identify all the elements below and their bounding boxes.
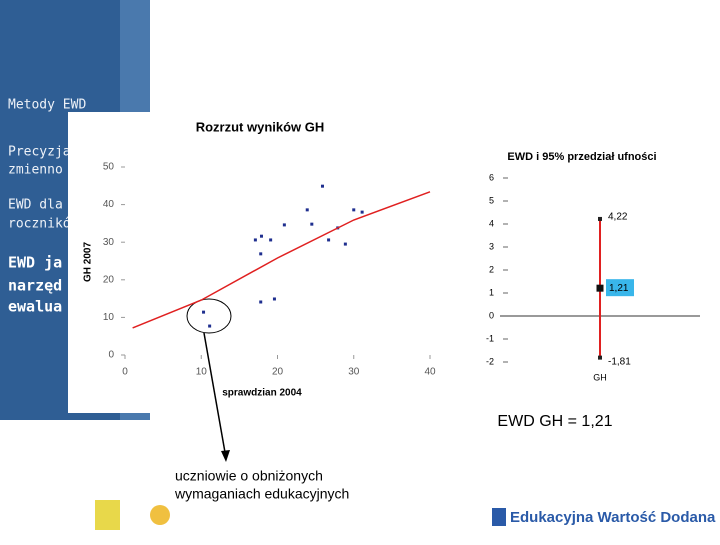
point xyxy=(360,210,364,214)
upper-marker xyxy=(598,216,602,221)
y-tick-label: -2 xyxy=(486,356,494,366)
chart-title: EWD i 95% przedział ufności xyxy=(507,151,656,163)
y-tick-label: 30 xyxy=(103,237,115,248)
point xyxy=(272,297,276,301)
y-tick-label: 10 xyxy=(103,312,115,323)
value-label-box xyxy=(606,279,634,297)
logo-text: Edukacyjna Wartość Dodana xyxy=(510,509,716,526)
y-tick-label: 0 xyxy=(489,310,494,320)
point xyxy=(320,184,324,188)
point xyxy=(202,310,206,314)
y-tick-label: 0 xyxy=(108,350,114,361)
arrow-head xyxy=(221,450,230,462)
upper-label: 4,22 xyxy=(608,212,628,223)
y-tick-label: 1 xyxy=(489,287,494,297)
y-tick-label: 20 xyxy=(103,274,115,285)
y-tick-label: 2 xyxy=(489,264,494,274)
point xyxy=(305,208,309,212)
arrow xyxy=(203,332,227,459)
y-axis-label: GH 2007 xyxy=(83,242,94,282)
bullet-text: rocznikó xyxy=(8,217,71,232)
lower-marker xyxy=(598,355,602,360)
logo-mark xyxy=(492,508,506,526)
bullet-text: Precyzja xyxy=(8,145,71,160)
y-tick-label: 5 xyxy=(489,195,494,205)
y-tick-label: 50 xyxy=(103,162,115,173)
lower-label: -1,81 xyxy=(608,356,631,367)
result: EWD GH = 1,21 xyxy=(497,413,612,430)
bullet-text: narzęd xyxy=(8,277,62,295)
x-tick-label: 0 xyxy=(122,367,128,378)
annotation: uczniowie o obniżonych xyxy=(175,468,323,484)
value-label: 1,21 xyxy=(609,283,629,294)
point xyxy=(327,238,331,242)
point xyxy=(253,238,257,242)
estimate-marker xyxy=(596,284,604,292)
logo-ckl xyxy=(95,500,120,530)
bullet-text: EWD dla xyxy=(8,198,63,213)
highlight-circle xyxy=(186,298,232,334)
point xyxy=(259,252,263,256)
point xyxy=(310,222,314,226)
bullet-text: EWD ja xyxy=(8,254,62,272)
point xyxy=(269,238,273,242)
bullet-text: Metody EWD xyxy=(8,98,86,113)
point xyxy=(352,208,356,212)
chart-title: Rozrzut wyników GH xyxy=(196,119,325,134)
x-tick-label: GH xyxy=(593,372,607,382)
x-tick-label: 10 xyxy=(196,367,208,378)
y-tick-label: 4 xyxy=(489,218,494,228)
x-axis-label: sprawdzian 2004 xyxy=(222,388,302,399)
y-tick-label: 3 xyxy=(489,241,494,251)
bullet-text: ewalua xyxy=(8,298,62,316)
x-tick-label: 30 xyxy=(348,367,360,378)
x-tick-label: 20 xyxy=(272,367,284,378)
point xyxy=(343,242,347,246)
annotation: wymaganiach edukacyjnych xyxy=(174,486,349,502)
point xyxy=(259,234,263,238)
point xyxy=(282,223,286,227)
y-tick-label: 6 xyxy=(489,172,494,182)
regression-line xyxy=(132,191,431,329)
chart-box xyxy=(68,112,440,413)
y-tick-label: -1 xyxy=(486,333,494,343)
point xyxy=(208,324,212,328)
logo-eps xyxy=(150,505,170,525)
x-tick-label: 40 xyxy=(424,367,436,378)
bullet-text: zmienno xyxy=(8,163,63,178)
point xyxy=(259,300,263,304)
y-tick-label: 40 xyxy=(103,199,115,210)
